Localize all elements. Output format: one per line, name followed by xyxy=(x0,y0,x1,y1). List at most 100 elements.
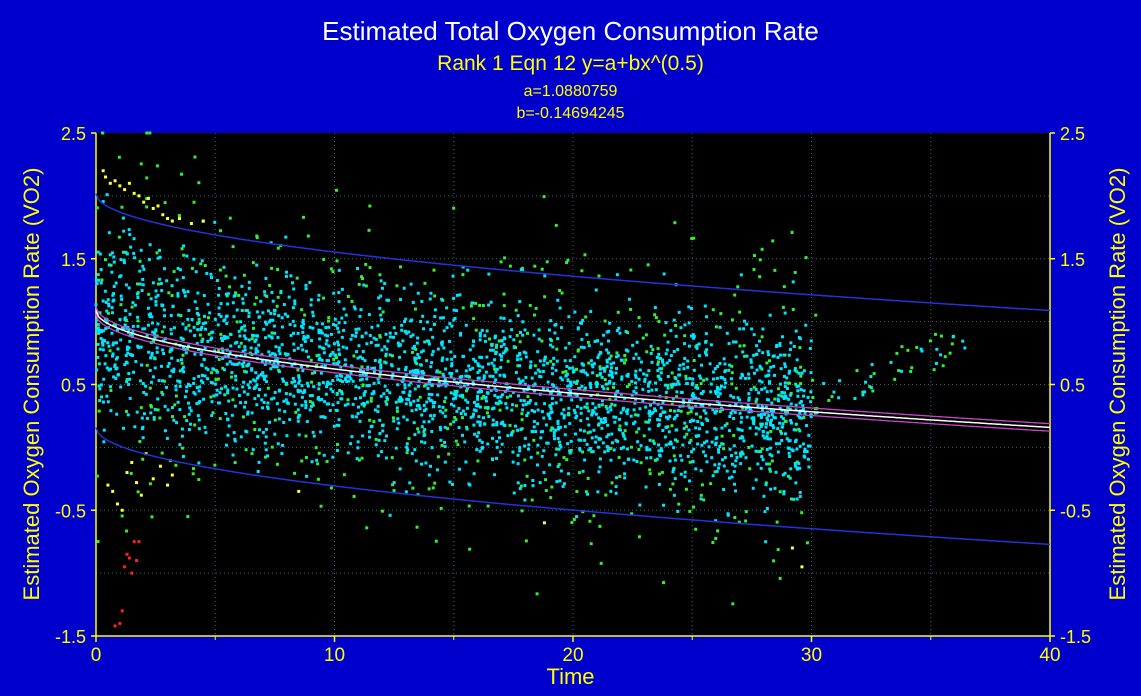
data-point-cyan xyxy=(320,397,324,401)
data-point-green xyxy=(672,454,676,458)
data-point-cyan xyxy=(744,376,748,380)
data-point-cyan xyxy=(176,292,180,296)
data-point-cyan xyxy=(370,392,374,396)
data-point-cyan xyxy=(321,381,325,385)
data-point-cyan xyxy=(309,303,313,307)
data-point-cyan xyxy=(315,321,319,325)
data-point-cyan xyxy=(131,324,135,328)
data-point-cyan xyxy=(166,364,170,368)
data-point-cyan xyxy=(317,293,321,297)
data-point-cyan xyxy=(176,266,180,270)
data-point-cyan xyxy=(781,395,785,399)
data-point-outlier xyxy=(132,540,136,544)
data-point-cyan xyxy=(363,359,367,363)
data-point-cyan xyxy=(610,441,614,445)
data-point-cyan xyxy=(491,407,495,411)
data-point-green xyxy=(651,348,655,352)
data-point-green xyxy=(642,434,646,438)
data-point-cyan xyxy=(260,359,264,363)
data-point-cyan xyxy=(141,327,145,331)
data-point-cyan xyxy=(466,400,470,404)
data-point-green xyxy=(555,447,559,451)
data-point-cyan xyxy=(263,377,267,381)
data-point-cyan xyxy=(702,409,706,413)
data-point-cyan xyxy=(730,462,734,466)
data-point-cyan xyxy=(645,445,649,449)
data-point-cyan xyxy=(799,400,803,404)
data-point-cyan xyxy=(600,403,604,407)
data-point-cyan xyxy=(204,366,208,370)
data-point-cyan xyxy=(414,368,418,372)
data-point-green xyxy=(656,360,660,364)
data-point-cyan xyxy=(683,435,687,439)
data-point-cyan xyxy=(703,304,707,308)
data-point-cyan xyxy=(350,333,354,337)
data-point-green xyxy=(625,385,629,389)
data-point-cyan xyxy=(106,400,110,404)
data-point-cyan xyxy=(761,327,765,331)
data-point-cyan xyxy=(430,393,434,397)
data-point-green xyxy=(179,314,183,318)
data-point-cyan xyxy=(605,435,609,439)
data-point-green xyxy=(214,369,218,373)
data-point-cyan xyxy=(360,335,364,339)
data-point-cyan xyxy=(530,376,534,380)
x-tick-label: 30 xyxy=(801,645,822,666)
data-point-cyan xyxy=(224,292,228,296)
data-point-cyan xyxy=(152,331,156,335)
data-point-cyan xyxy=(423,441,427,445)
data-point-green xyxy=(270,331,274,335)
data-point-cyan xyxy=(765,506,769,510)
data-point-cyan xyxy=(114,367,118,371)
data-point-cyan xyxy=(232,315,236,319)
data-point-cyan xyxy=(445,326,449,330)
data-point-cyan xyxy=(481,416,485,420)
data-point-cyan xyxy=(97,278,101,282)
data-point-cyan xyxy=(673,415,677,419)
data-point-cyan xyxy=(667,430,671,434)
data-point-cyan xyxy=(477,364,481,368)
data-point-cyan xyxy=(485,355,489,359)
data-point-cyan xyxy=(766,374,770,378)
data-point-cyan xyxy=(718,387,722,391)
data-point-cyan xyxy=(452,377,456,381)
data-point-cyan xyxy=(768,421,772,425)
data-point-cyan xyxy=(372,367,376,371)
data-point-cyan xyxy=(337,300,341,304)
data-point-cyan xyxy=(591,402,595,406)
data-point-cyan xyxy=(787,397,791,401)
data-point-green xyxy=(592,514,596,518)
data-point-cyan xyxy=(638,324,642,328)
data-point-cyan xyxy=(300,384,304,388)
data-point-green xyxy=(304,456,308,460)
data-point-cyan xyxy=(648,380,652,384)
data-point-green xyxy=(738,344,742,348)
data-point-cyan xyxy=(405,331,409,335)
data-point-cyan xyxy=(445,357,449,361)
data-point-cyan xyxy=(572,380,576,384)
data-point-green xyxy=(744,519,748,523)
data-point-green xyxy=(722,447,726,451)
data-point-green xyxy=(96,540,100,544)
data-point-cyan xyxy=(174,384,178,388)
data-point-cyan xyxy=(252,386,256,390)
data-point-cyan xyxy=(388,513,392,517)
data-point-cyan xyxy=(563,425,567,429)
data-point-cyan xyxy=(780,335,784,339)
y-tick-label-right: 1.5 xyxy=(1060,250,1085,270)
data-point-cyan xyxy=(245,309,249,313)
data-point-green xyxy=(570,521,574,525)
data-point-green xyxy=(639,461,643,465)
data-point-cyan xyxy=(593,406,597,410)
data-point-cyan xyxy=(411,333,415,337)
data-point-cyan xyxy=(321,415,325,419)
data-point-cyan xyxy=(657,374,661,378)
data-point-cyan xyxy=(448,322,452,326)
data-point-cyan xyxy=(518,446,522,450)
data-point-cyan xyxy=(677,373,681,377)
data-point-cyan xyxy=(103,339,107,343)
data-point-cyan xyxy=(127,372,131,376)
data-point-cyan xyxy=(246,392,250,396)
data-point-cyan xyxy=(96,326,100,330)
data-point-green xyxy=(314,446,318,450)
